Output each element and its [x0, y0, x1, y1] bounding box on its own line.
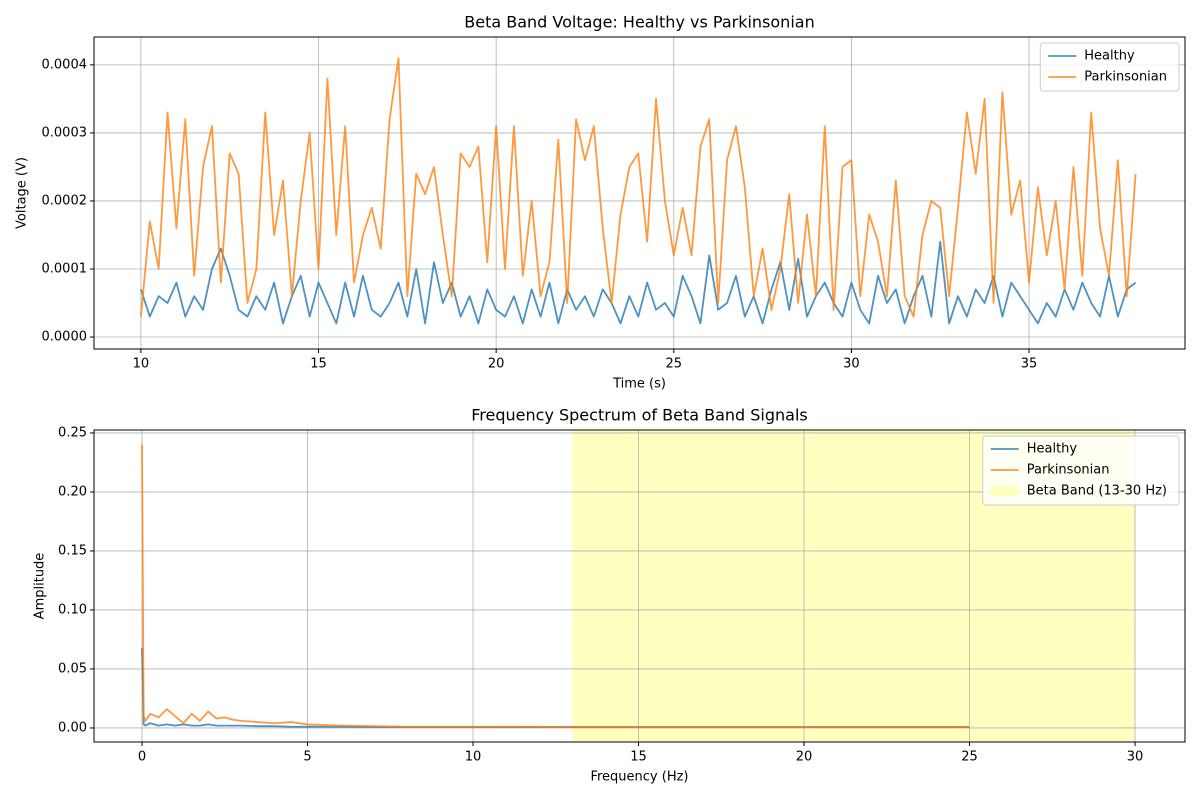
legend: Healthy Parkinsonian — [1039, 42, 1180, 92]
axes-frame — [93, 429, 1186, 743]
y-tick-label: 0.10 — [58, 602, 87, 617]
y-axis-label: Voltage (V) — [15, 157, 30, 229]
x-tick-label: 20 — [488, 357, 505, 372]
y-tick-label: 0.0004 — [42, 57, 88, 72]
y-tick-label: 0.25 — [58, 425, 87, 440]
legend: Healthy Parkinsonian Beta Band (13-30 Hz) — [982, 435, 1180, 506]
legend-label: Parkinsonian — [1027, 463, 1110, 478]
y-tick-label: 0.0001 — [42, 261, 88, 276]
legend-label: Healthy — [1027, 442, 1078, 457]
x-tick-label: 10 — [133, 357, 150, 372]
x-tick-label: 10 — [465, 750, 482, 765]
chart-title: Frequency Spectrum of Beta Band Signals — [471, 406, 808, 425]
legend-box — [1039, 42, 1180, 92]
x-tick-label: 15 — [310, 357, 327, 372]
legend-label: Beta Band (13-30 Hz) — [1027, 484, 1167, 499]
x-tick-label: 5 — [303, 750, 311, 765]
y-tick-label: 0.0003 — [42, 125, 88, 140]
x-tick-label: 25 — [961, 750, 978, 765]
y-tick-label: 0.05 — [58, 661, 87, 676]
legend-swatch — [990, 486, 1019, 496]
x-tick-label: 35 — [1021, 357, 1038, 372]
x-tick-label: 30 — [1127, 750, 1144, 765]
y-tick-label: 0.0002 — [42, 193, 88, 208]
series-line — [139, 57, 1137, 318]
x-tick-label: 30 — [843, 357, 860, 372]
x-tick-label: 0 — [138, 750, 146, 765]
x-tick-label: 25 — [666, 357, 683, 372]
y-tick-label: 0.15 — [58, 543, 87, 558]
series-line — [140, 240, 1137, 325]
chart-title: Beta Band Voltage: Healthy vs Parkinsoni… — [464, 13, 814, 32]
axes-frame — [93, 36, 1186, 350]
y-tick-label: 0.00 — [58, 720, 87, 735]
x-tick-label: 20 — [796, 750, 813, 765]
y-axis-label: Amplitude — [33, 553, 48, 620]
legend-box — [982, 435, 1180, 506]
y-tick-label: 0.20 — [58, 484, 87, 499]
legend-label: Healthy — [1084, 49, 1135, 64]
x-axis-label: Frequency (Hz) — [590, 770, 688, 785]
x-axis-label: Time (s) — [612, 377, 666, 392]
legend-label: Parkinsonian — [1084, 70, 1167, 85]
y-tick-label: 0.0000 — [42, 330, 88, 345]
x-tick-label: 15 — [630, 750, 647, 765]
series-line — [141, 444, 970, 728]
